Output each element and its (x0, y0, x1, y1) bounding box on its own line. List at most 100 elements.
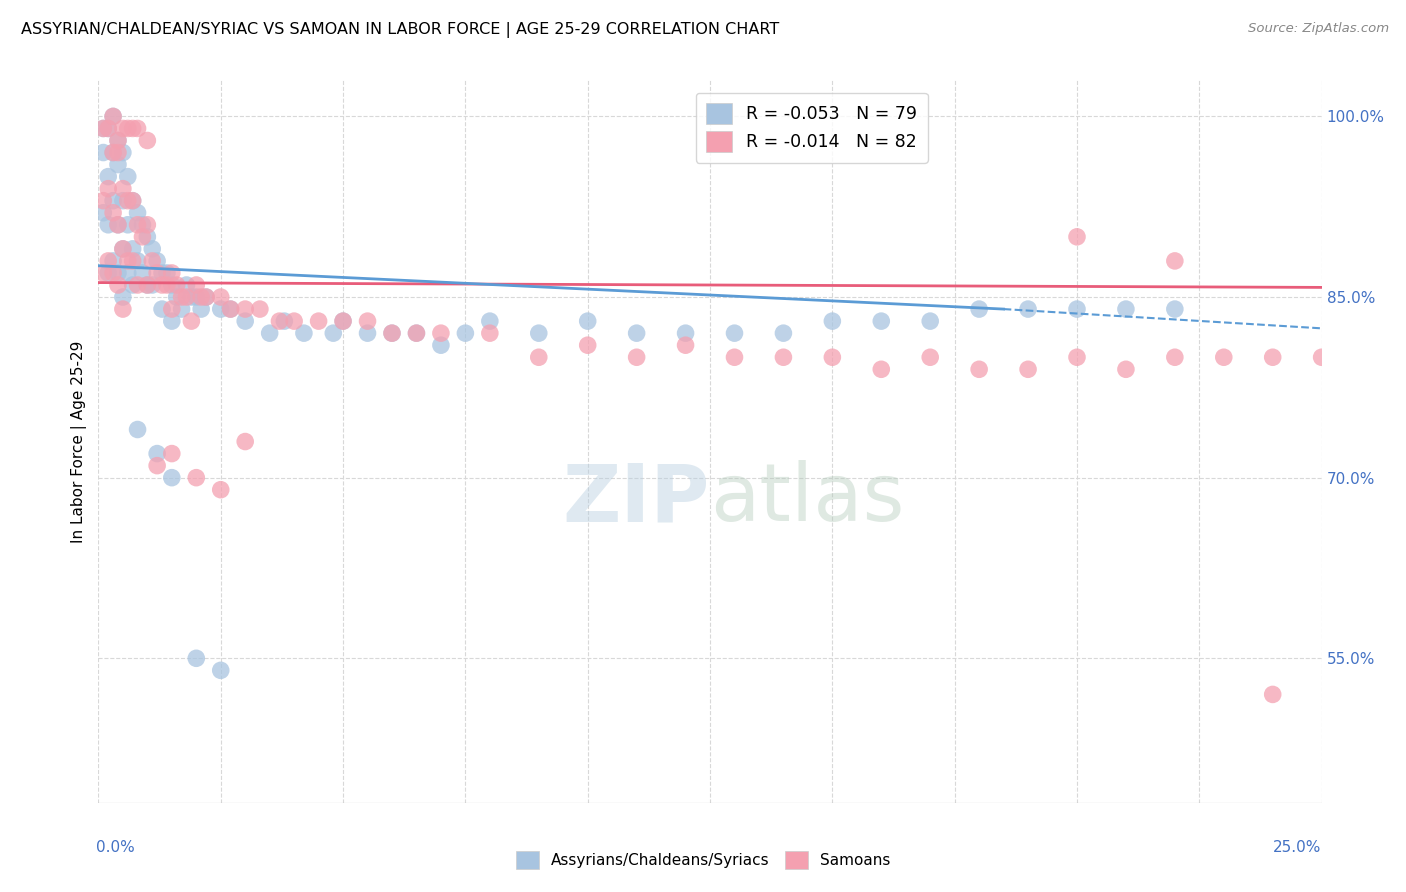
Point (97, 182, 120, 196)
Point (117, 254, 139, 268)
Point (91, 121, 114, 136)
Point (430, 338, 453, 352)
Point (91, 206, 114, 220)
Text: atlas: atlas (710, 460, 904, 539)
Point (273, 314, 295, 328)
Point (146, 458, 169, 473)
Point (821, 351, 844, 365)
Point (150, 278, 173, 293)
Point (675, 338, 697, 352)
Point (107, 134, 129, 148)
Text: 25.0%: 25.0% (1274, 840, 1322, 855)
Point (723, 326, 745, 341)
Point (166, 278, 188, 293)
Point (121, 194, 143, 208)
Point (356, 326, 378, 341)
Point (101, 145, 124, 160)
Point (150, 302, 173, 317)
Point (176, 278, 198, 293)
Point (107, 158, 129, 172)
Point (308, 314, 330, 328)
Legend: Assyrians/Chaldeans/Syriacs, Samoans: Assyrians/Chaldeans/Syriacs, Samoans (509, 845, 897, 875)
Point (91, 194, 114, 208)
Point (269, 314, 291, 328)
Point (249, 302, 271, 317)
Point (186, 290, 208, 304)
Point (131, 266, 153, 280)
Point (292, 326, 315, 341)
Point (170, 302, 193, 317)
Text: ASSYRIAN/CHALDEAN/SYRIAC VS SAMOAN IN LABOR FORCE | AGE 25-29 CORRELATION CHART: ASSYRIAN/CHALDEAN/SYRIAC VS SAMOAN IN LA… (21, 22, 779, 38)
Point (190, 290, 212, 304)
Point (405, 326, 427, 341)
Point (176, 290, 198, 304)
Point (111, 302, 134, 317)
Point (195, 290, 218, 304)
Point (1017, 302, 1039, 317)
Point (127, 278, 149, 293)
Point (97, 121, 120, 136)
Point (91, 121, 114, 136)
Point (920, 314, 942, 328)
Text: ZIP: ZIP (562, 460, 710, 539)
Point (1066, 302, 1088, 317)
Point (1017, 362, 1039, 376)
Point (107, 134, 129, 148)
Point (111, 194, 134, 208)
Point (233, 314, 256, 328)
Point (127, 121, 149, 136)
Point (111, 145, 134, 160)
Point (136, 134, 159, 148)
Point (332, 314, 354, 328)
Point (127, 218, 149, 232)
Point (180, 290, 202, 304)
Point (97, 266, 120, 280)
Point (107, 278, 129, 293)
Point (381, 326, 404, 341)
Point (576, 338, 599, 352)
Point (233, 302, 256, 317)
Point (141, 278, 163, 293)
Point (405, 326, 427, 341)
Point (576, 314, 599, 328)
Point (1261, 687, 1284, 701)
Point (101, 266, 124, 280)
Point (121, 242, 143, 256)
Point (121, 254, 143, 268)
Point (101, 145, 124, 160)
Point (121, 278, 143, 293)
Point (967, 302, 990, 317)
Point (107, 145, 129, 160)
Point (146, 254, 169, 268)
Point (332, 314, 354, 328)
Point (101, 206, 124, 220)
Point (1212, 351, 1234, 365)
Point (97, 218, 120, 232)
Point (97, 254, 120, 268)
Point (101, 110, 124, 124)
Point (920, 351, 942, 365)
Point (160, 314, 183, 328)
Point (821, 314, 844, 328)
Point (283, 314, 305, 328)
Point (322, 326, 344, 341)
Point (190, 302, 212, 317)
Point (170, 290, 193, 304)
Text: 0.0%: 0.0% (96, 840, 135, 855)
Point (1164, 302, 1187, 317)
Legend: R = -0.053   N = 79, R = -0.014   N = 82: R = -0.053 N = 79, R = -0.014 N = 82 (696, 93, 928, 162)
Point (1115, 302, 1137, 317)
Point (117, 121, 139, 136)
Point (121, 121, 143, 136)
Point (127, 423, 149, 437)
Point (186, 278, 208, 293)
Point (626, 351, 648, 365)
Point (107, 218, 129, 232)
Point (111, 182, 134, 196)
Y-axis label: In Labor Force | Age 25-29: In Labor Force | Age 25-29 (72, 341, 87, 542)
Point (111, 242, 134, 256)
Point (101, 254, 124, 268)
Point (131, 230, 153, 244)
Point (180, 314, 202, 328)
Point (454, 326, 477, 341)
